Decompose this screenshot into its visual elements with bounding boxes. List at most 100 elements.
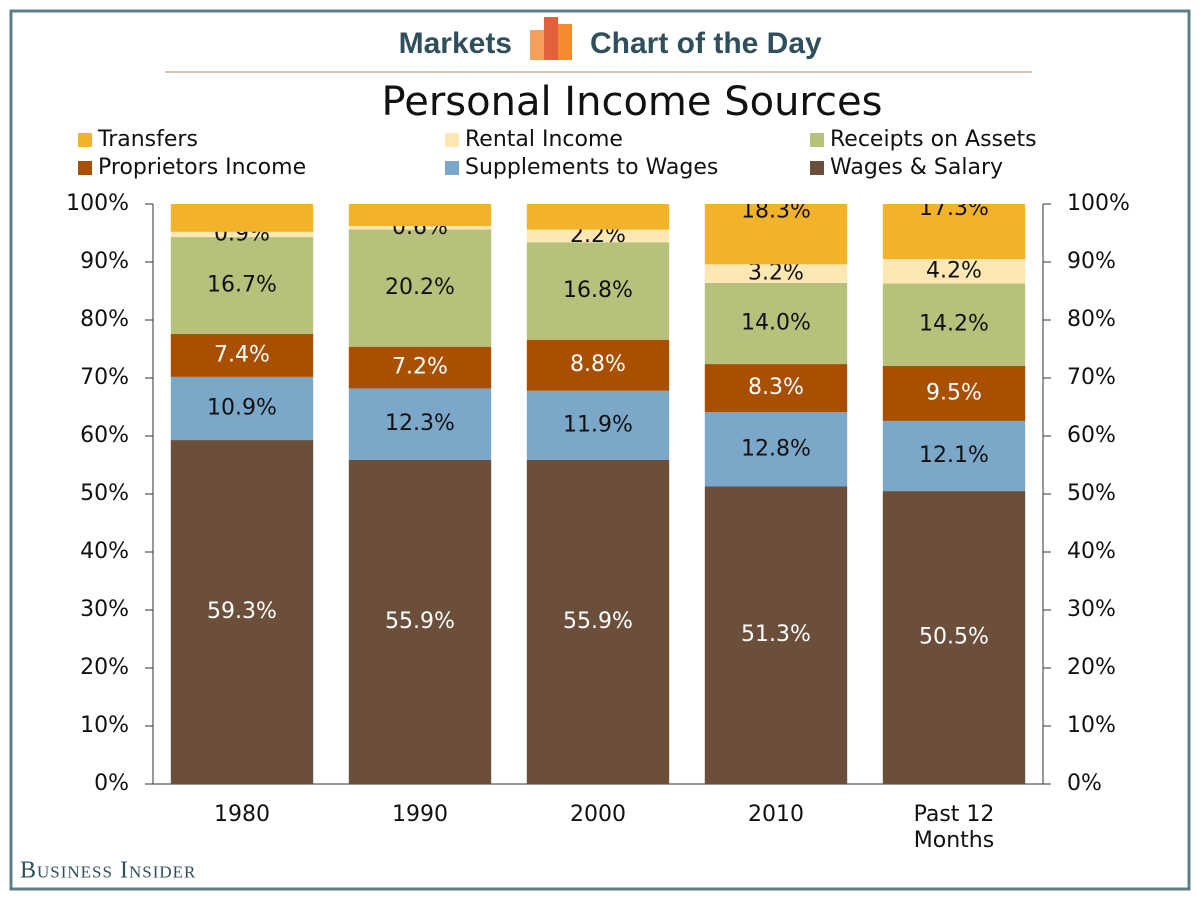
data-label: 12.1% <box>919 443 989 468</box>
bar-segment <box>348 204 492 227</box>
data-label: 12.1% <box>385 178 455 203</box>
data-label: 11.9% <box>563 412 633 437</box>
bar-segment <box>170 440 314 784</box>
data-label: 12.3% <box>385 411 455 436</box>
data-label: 12.8% <box>741 436 811 461</box>
y-tick-label: 80% <box>80 307 129 332</box>
y-tick-label: 100% <box>66 191 129 216</box>
bar-segment <box>882 283 1026 366</box>
bar-segment <box>170 237 314 334</box>
legend-swatch <box>810 133 824 147</box>
chart-title: Personal Income Sources <box>382 79 883 125</box>
y-tick-label: 20% <box>80 655 129 680</box>
data-label: 8.3% <box>748 375 804 400</box>
y2-tick-label: 60% <box>1067 423 1116 448</box>
legend-swatch <box>78 161 92 175</box>
data-label: 7.2% <box>392 355 448 380</box>
legend-swatch <box>78 133 92 147</box>
bar-segment <box>170 204 314 232</box>
y2-tick-label: 0% <box>1067 771 1102 796</box>
y2-tick-label: 10% <box>1067 713 1116 738</box>
y2-tick-label: 40% <box>1067 539 1116 564</box>
legend-label: Proprietors Income <box>98 155 306 180</box>
data-label: 14.0% <box>741 310 811 335</box>
bar-segment <box>704 282 848 365</box>
x-tick-label: 1980 <box>214 802 270 827</box>
bar-segment <box>526 204 670 230</box>
data-label: 12.5% <box>563 180 633 205</box>
bar-segment <box>348 388 492 460</box>
bar-segment <box>170 231 314 238</box>
bar-segment <box>882 420 1026 492</box>
data-label: 8.8% <box>570 352 626 377</box>
y-tick-label: 50% <box>80 481 129 506</box>
y-tick-label: 0% <box>94 771 129 796</box>
bar-segment <box>348 229 492 347</box>
header-right: Chart of the Day <box>590 27 822 60</box>
legend-label: Transfers <box>97 127 198 152</box>
bar-segment <box>704 364 848 413</box>
bar-segment <box>704 204 848 265</box>
data-label: 16.7% <box>207 272 277 297</box>
data-label: 7.4% <box>214 342 270 367</box>
legend-label: Wages & Salary <box>830 155 1003 180</box>
frame <box>9 9 1191 891</box>
x-tick-label: 2000 <box>570 802 626 827</box>
header-icon <box>530 17 572 60</box>
bar-segment <box>882 204 1026 260</box>
bar-segment <box>882 365 1026 421</box>
bar-segment <box>704 486 848 784</box>
y-tick-label: 90% <box>80 249 129 274</box>
data-label: 20.2% <box>385 275 455 300</box>
y2-tick-label: 70% <box>1067 365 1116 390</box>
data-label: 51.3% <box>741 622 811 647</box>
y2-tick-label: 80% <box>1067 307 1116 332</box>
data-label: 4.2% <box>926 258 982 283</box>
bar-segment <box>882 491 1026 784</box>
bar-segment <box>526 229 670 243</box>
y2-tick-label: 20% <box>1067 655 1116 680</box>
y2-tick-label: 100% <box>1067 191 1130 216</box>
data-label: 10.9% <box>207 395 277 420</box>
bar-segment <box>704 264 848 283</box>
x-tick-label: 2010 <box>748 802 804 827</box>
y-tick-label: 70% <box>80 365 129 390</box>
bar-segment <box>704 412 848 487</box>
data-label: 59.3% <box>207 599 277 624</box>
y2-tick-label: 50% <box>1067 481 1116 506</box>
data-label: 16.8% <box>563 278 633 303</box>
legend-label: Receipts on Assets <box>830 127 1037 152</box>
data-label: 55.9% <box>385 609 455 634</box>
y2-tick-label: 30% <box>1067 597 1116 622</box>
bar-segment <box>348 459 492 784</box>
legend-label: Supplements to Wages <box>465 155 718 180</box>
y-tick-label: 40% <box>80 539 129 564</box>
y-tick-label: 30% <box>80 597 129 622</box>
legend-label: Rental Income <box>465 127 623 152</box>
y-tick-label: 10% <box>80 713 129 738</box>
footer: Business Insider <box>20 858 196 884</box>
legend-swatch <box>445 133 459 147</box>
bar-segment <box>526 242 670 340</box>
bar-segment <box>170 333 314 377</box>
legend-swatch <box>810 161 824 175</box>
header-left: Markets <box>399 27 512 60</box>
data-label: 18.3% <box>741 198 811 223</box>
bar-segment <box>170 376 314 441</box>
data-label: 50.5% <box>919 625 989 650</box>
bar-segment <box>526 390 670 460</box>
data-label: 3.2% <box>748 261 804 286</box>
data-label: 9.5% <box>926 380 982 405</box>
data-label: 55.9% <box>563 609 633 634</box>
bar-segment <box>526 459 670 784</box>
bar-segment <box>526 339 670 391</box>
data-label: 14.2% <box>919 312 989 337</box>
legend-swatch <box>445 161 459 175</box>
x-tick-label: Past 12 Months <box>913 802 995 853</box>
bar-segment <box>882 259 1026 284</box>
bar-segment <box>348 226 492 230</box>
plot: 59.3%10.9%7.4%16.7%0.9%12.1%55.9%12.3%7.… <box>170 178 1026 784</box>
data-label: 17.3% <box>919 196 989 221</box>
